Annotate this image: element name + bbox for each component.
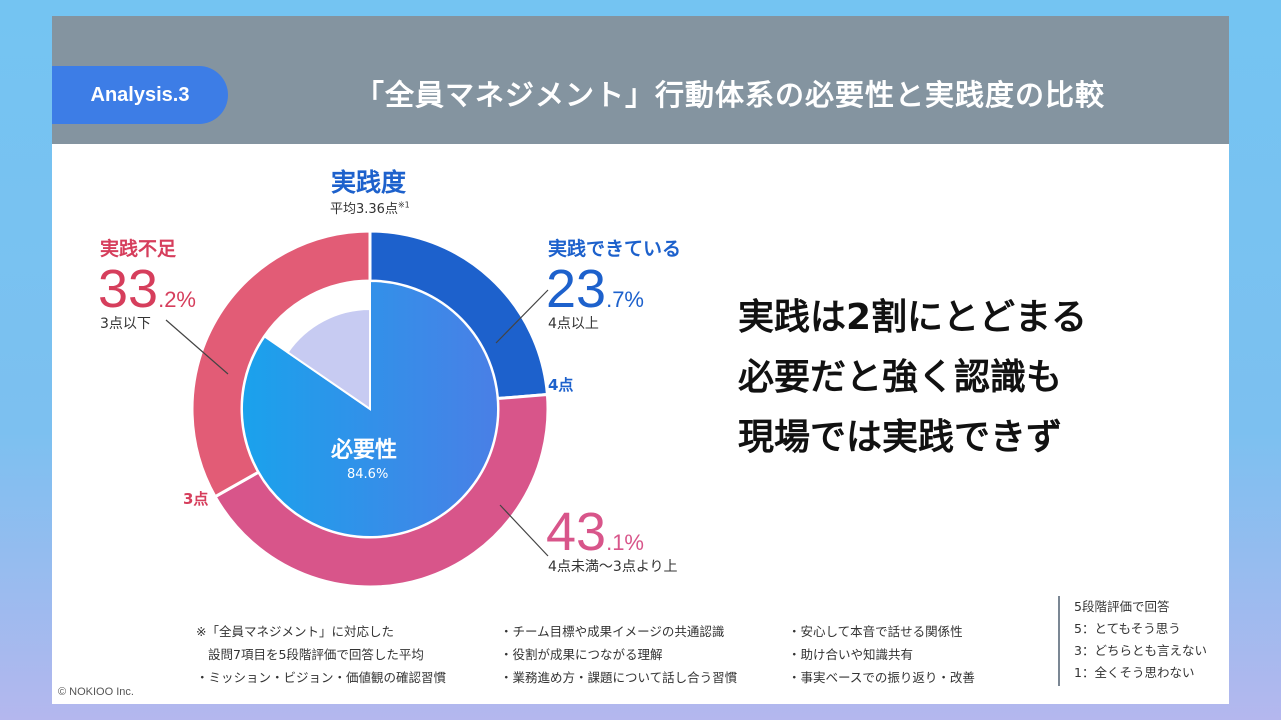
inner-slice-1 (286, 307, 371, 411)
outer-subtitle: 平均3.36点※1 (330, 198, 410, 217)
callout-lacking-sub: 3点以下 (100, 316, 151, 332)
lacking-dec: .2% (158, 287, 196, 312)
headline-line-2: 必要だと強く認識も (738, 357, 1063, 398)
mid-dec: .1% (606, 530, 644, 555)
outer-title: 実践度 (331, 168, 407, 197)
inner-title: 必要性 (331, 438, 398, 463)
practiced-dec: .7% (606, 287, 644, 312)
headline-line-1: 実践は2割にとどまる (738, 297, 1088, 338)
footnote-1-1: ※「全員マネジメント」に対応した (196, 624, 394, 639)
scale-legend: 5段階評価で回答 5：とてもそう思う 3：どちらとも言えない 1：全くそう思わな… (1058, 596, 1207, 686)
inner-pie (241, 279, 499, 538)
footnote-col-2: ・チーム目標や成果イメージの共通認識 ・役割が成果につながる理解 ・業務進め方・… (500, 620, 737, 689)
callout-practiced-sub: 4点以上 (548, 316, 599, 332)
footnote-2-2: ・役割が成果につながる理解 (500, 647, 663, 662)
footnote-3-2: ・助け合いや知識共有 (788, 647, 914, 662)
footnote-col-3: ・安心して本音で話せる関係性 ・助け合いや知識共有 ・事実ベースでの振り返り・改… (788, 620, 975, 689)
callout-practiced-value: 23.7% (546, 262, 644, 316)
header-bar: Analysis.3 「全員マネジメント」行動体系の必要性と実践度の比較 (52, 16, 1229, 144)
lacking-int: 33 (98, 259, 159, 319)
threshold-4: 4点 (548, 376, 574, 394)
outer-note-mark: ※1 (397, 200, 410, 210)
copyright: © NOKIOO Inc. (58, 686, 134, 698)
scale-3: 3：どちらとも言えない (1074, 643, 1207, 658)
footnote-1-2: 設問7項目を5段階評価で回答した平均 (208, 647, 424, 662)
callout-lacking-label: 実践不足 (100, 238, 177, 260)
leader-line-0 (495, 289, 549, 344)
outer-average: 平均3.36点 (330, 202, 398, 217)
leader-line-1 (165, 319, 229, 375)
callout-mid-sub: 4点未満〜3点より上 (548, 559, 678, 575)
footnote-3-3: ・事実ベースでの振り返り・改善 (788, 670, 975, 685)
leader-line-2 (499, 504, 549, 557)
callout-practiced-label: 実践できている (548, 238, 682, 260)
scale-5: 5：とてもそう思う (1074, 621, 1181, 636)
page-title: 「全員マネジメント」行動体系の必要性と実践度の比較 (354, 78, 1105, 112)
footnote-3-1: ・安心して本音で話せる関係性 (788, 624, 963, 639)
mid-int: 43 (546, 502, 607, 562)
callout-mid-value: 43.1% (546, 505, 644, 559)
footnote-2-1: ・チーム目標や成果イメージの共通認識 (500, 624, 725, 639)
leader-lines (165, 289, 549, 557)
analysis-badge: Analysis.3 (52, 66, 228, 124)
callout-lacking-value: 33.2% (98, 262, 196, 316)
headline-line-3: 現場では実践できず (738, 417, 1063, 458)
footnote-1-3: ・ミッション・ビジョン・価値観の確認習慣 (196, 670, 447, 685)
footnote-2-3: ・業務進め方・課題について話し合う習慣 (500, 670, 738, 685)
practiced-int: 23 (546, 259, 607, 319)
threshold-3: 3点 (183, 490, 209, 508)
scale-1: 1：全くそう思わない (1074, 665, 1195, 680)
scale-title: 5段階評価で回答 (1074, 599, 1170, 614)
outer-ring (190, 229, 550, 589)
footnote-col-1: ※「全員マネジメント」に対応した 設問7項目を5段階評価で回答した平均 ・ミッシ… (196, 620, 446, 689)
headline: 実践は2割にとどまる 必要だと強く認識も 現場では実践できず (738, 288, 1087, 468)
inner-value: 84.6% (347, 467, 389, 482)
